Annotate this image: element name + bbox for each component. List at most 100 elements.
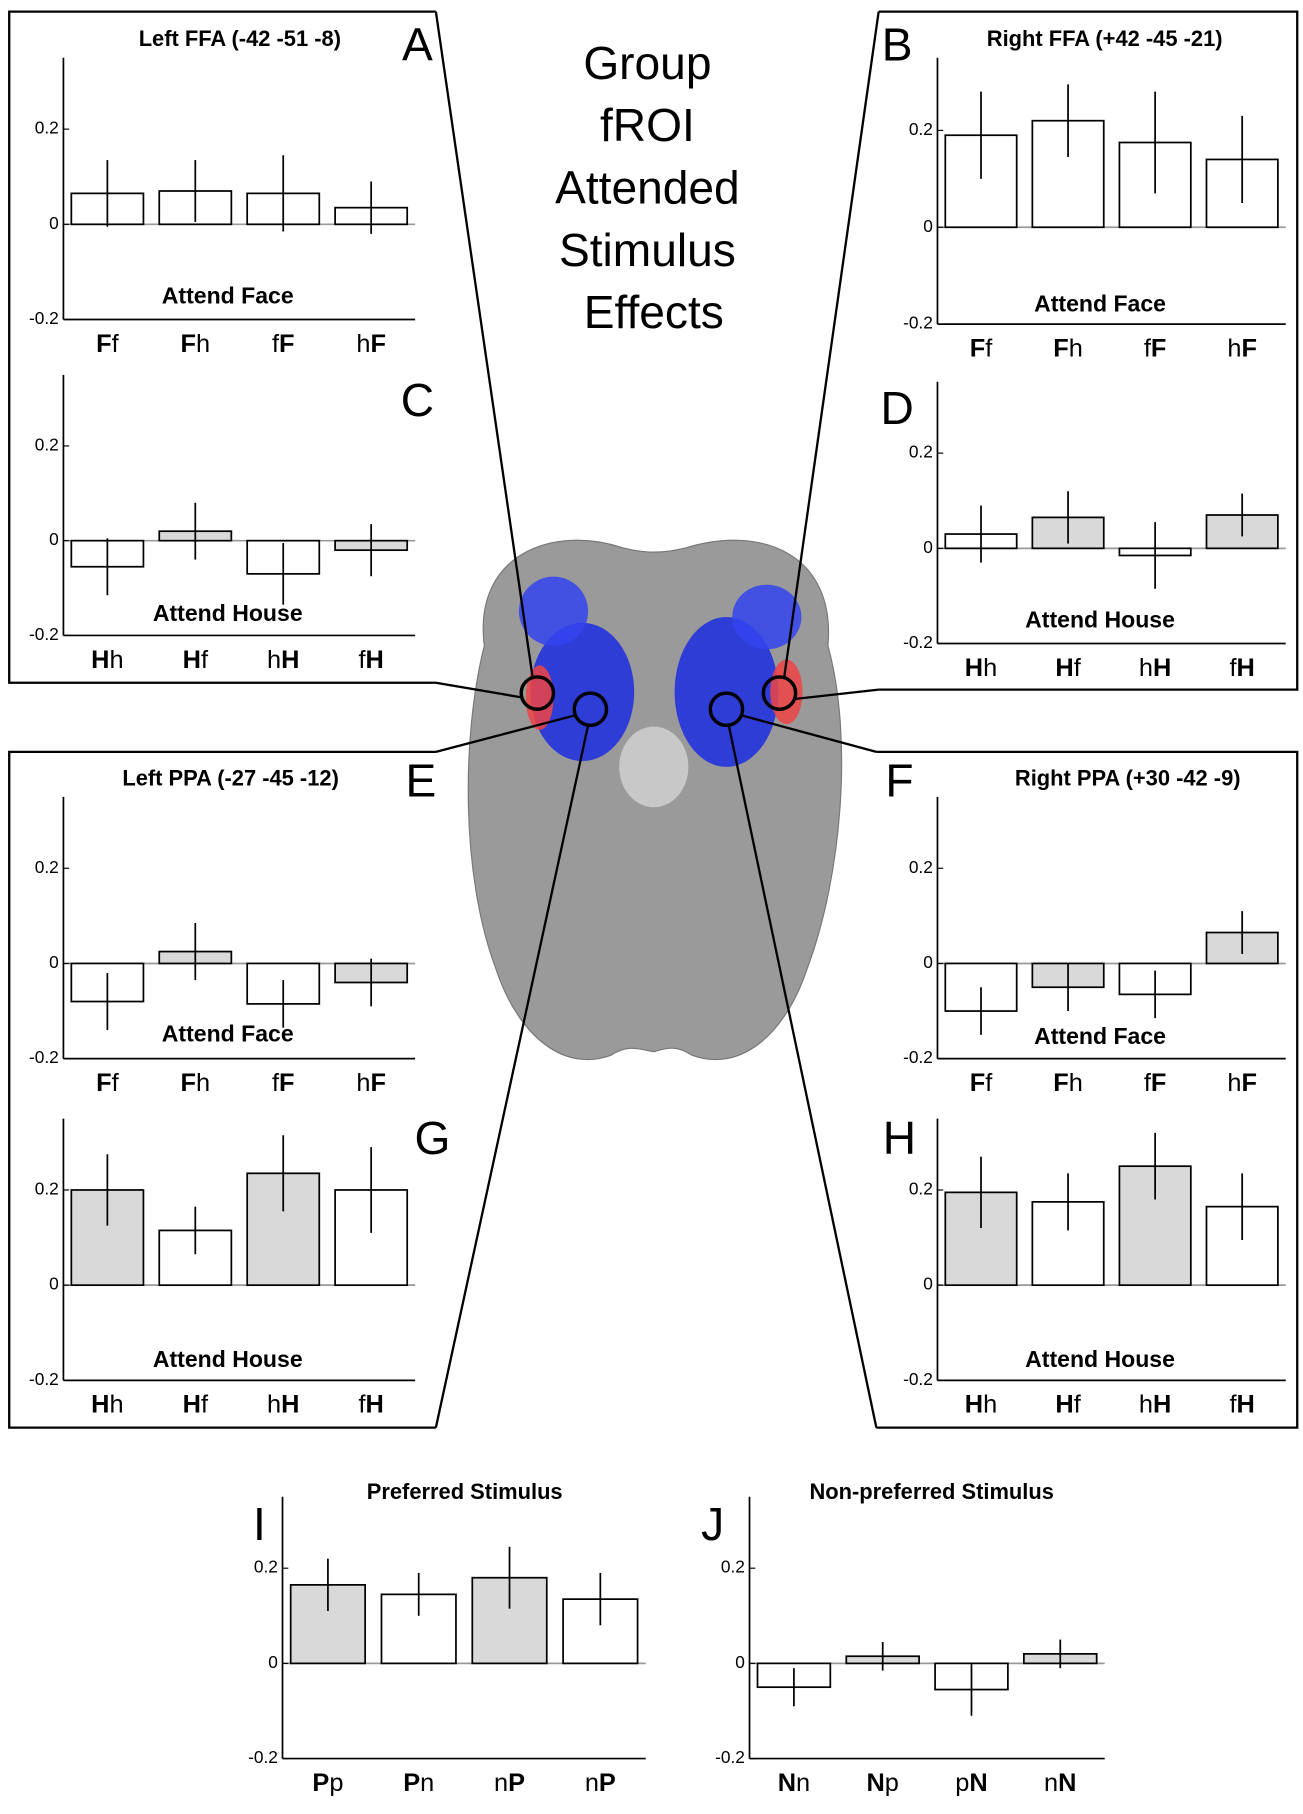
label-char: P [312, 1769, 329, 1797]
label-char: H [1237, 654, 1255, 682]
panel-letter: D [880, 382, 913, 434]
x-tick-label: fF [272, 1069, 295, 1097]
label-char: f [1074, 654, 1082, 682]
x-tick-label: Hf [1055, 1390, 1081, 1418]
y-tick-label: -0.2 [29, 308, 59, 328]
label-char: H [965, 1390, 983, 1418]
label-char: H [366, 1390, 384, 1418]
x-tick-label: hF [356, 1069, 386, 1097]
label-char: f [112, 330, 120, 358]
y-tick-label: 0.2 [721, 1557, 745, 1577]
label-char: f [1144, 334, 1152, 362]
label-char: N [1058, 1769, 1076, 1797]
x-tick-label: Hh [91, 646, 123, 674]
x-tick-label: Fh [181, 1069, 211, 1097]
x-tick-label: nN [1044, 1769, 1076, 1797]
label-char: h [1069, 334, 1083, 362]
label-char: H [281, 646, 299, 674]
annotation: Attend Face [1034, 291, 1166, 317]
label-char: n [796, 1769, 810, 1797]
y-tick-label: -0.2 [29, 624, 59, 644]
y-tick-label: 0 [923, 952, 933, 972]
annotation: Attend House [1025, 1346, 1175, 1372]
label-char: F [1151, 1069, 1167, 1097]
label-char: F [1053, 1069, 1069, 1097]
label-char: f [358, 646, 366, 674]
x-tick-label: hF [1227, 1069, 1257, 1097]
label-char: h [109, 646, 123, 674]
panel-title: Non-preferred Stimulus [809, 1479, 1053, 1504]
label-char: H [1055, 654, 1073, 682]
x-tick-label: Nn [778, 1769, 810, 1797]
label-char: f [201, 1390, 209, 1418]
region [518, 576, 589, 646]
connector [782, 11, 880, 679]
label-char: N [866, 1769, 884, 1797]
frame [8, 750, 436, 1429]
label-char: F [970, 1069, 986, 1097]
label-char: h [267, 1390, 281, 1418]
label-char: N [969, 1769, 987, 1797]
annotation: Attend House [153, 600, 303, 626]
label-char: n [420, 1769, 434, 1797]
panel-letter: C [401, 374, 434, 426]
x-tick-label: Np [866, 1769, 898, 1797]
y-tick-label: 0 [923, 216, 933, 236]
label-char: F [181, 330, 197, 358]
label-char: H [91, 646, 109, 674]
connectors [434, 11, 880, 1428]
connector [434, 11, 534, 679]
y-tick-label: -0.2 [903, 1369, 933, 1389]
label-char: h [1139, 654, 1153, 682]
label-char: F [1241, 1069, 1257, 1097]
title-line: Stimulus [559, 224, 736, 276]
bar [246, 1172, 321, 1287]
label-char: h [356, 330, 370, 358]
label-char: F [279, 330, 295, 358]
panel-letter: A [402, 19, 433, 71]
annotation: Attend House [1025, 607, 1175, 633]
region [732, 584, 802, 650]
y-tick-label: -0.2 [903, 632, 933, 652]
y-tick-label: 0 [923, 537, 933, 557]
label-char: f [272, 330, 280, 358]
panel-letter: E [405, 754, 436, 806]
x-tick-label: fF [1144, 334, 1167, 362]
y-tick-label: 0 [49, 529, 59, 549]
label-char: f [112, 1069, 120, 1097]
y-tick-label: -0.2 [29, 1369, 59, 1389]
connector [795, 688, 879, 701]
label-char: F [1241, 334, 1257, 362]
label-char: F [279, 1069, 295, 1097]
connector [435, 713, 577, 754]
y-tick-label: -0.2 [903, 313, 933, 333]
y-tick-label: 0 [923, 1274, 933, 1294]
y-tick-label: 0.2 [35, 118, 59, 138]
x-tick-label: fH [358, 646, 383, 674]
panel-title: Preferred Stimulus [367, 1479, 563, 1504]
label-char: F [370, 330, 386, 358]
label-char: h [109, 1390, 123, 1418]
annotation: Attend Face [162, 283, 294, 309]
label-char: h [1227, 334, 1241, 362]
label-char: h [983, 1390, 997, 1418]
x-tick-label: Ff [970, 334, 994, 362]
label-char: H [366, 646, 384, 674]
x-tick-label: Hf [183, 1390, 209, 1418]
x-tick-label: Hh [965, 654, 997, 682]
region [525, 665, 554, 730]
label-char: f [985, 1069, 993, 1097]
x-tick-label: hH [267, 646, 299, 674]
x-tick-label: fH [1229, 1390, 1254, 1418]
y-tick-label: 0 [735, 1652, 745, 1672]
y-tick-label: 0.2 [35, 857, 59, 877]
label-char: P [508, 1769, 525, 1797]
label-char: H [1153, 1390, 1171, 1418]
x-tick-label: Hh [91, 1390, 123, 1418]
panel-title: Left PPA (-27 -45 -12) [122, 765, 339, 790]
figure-title: Group fROI Attended Stimulus Effects [555, 37, 752, 338]
label-char: H [281, 1390, 299, 1418]
y-tick-label: 0.2 [35, 1179, 59, 1199]
y-tick-label: 0.2 [909, 1179, 933, 1199]
panel-letter: J [701, 1498, 724, 1550]
